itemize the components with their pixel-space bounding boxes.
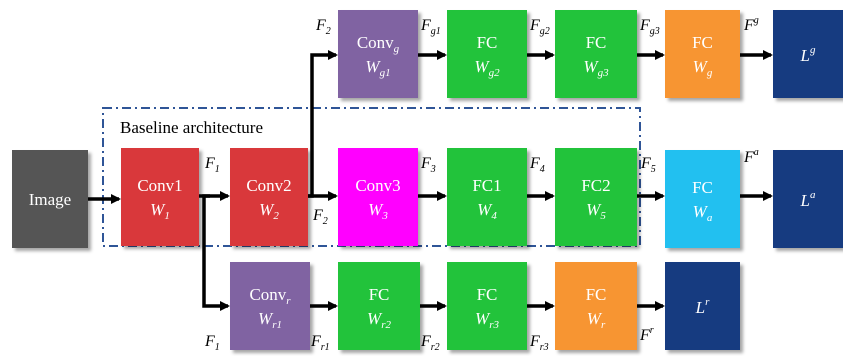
node-fc-g2: FC Wg2 <box>447 10 527 98</box>
node-fc-g3-title: FC <box>586 33 607 52</box>
node-conv3-box <box>338 148 418 246</box>
node-conv-r-weight: Wr1 <box>258 309 282 331</box>
node-fc-r2-weight: Wr2 <box>367 309 391 331</box>
node-fc-a-title: FC <box>692 178 713 197</box>
node-loss-r: Lr <box>665 262 740 350</box>
edge-label-fr: Fr <box>639 325 654 344</box>
node-fc-a-weight: Wa <box>693 202 713 224</box>
node-conv1: Conv1 W1 <box>121 148 199 246</box>
node-fc2-box <box>555 148 637 246</box>
node-fc-g-box <box>665 10 740 98</box>
edge-label-fg: Fg <box>743 15 759 34</box>
node-conv-g-box <box>338 10 418 98</box>
node-fc-r-weight: Wr <box>587 309 606 331</box>
node-fc-g2-title: FC <box>477 33 498 52</box>
node-conv1-title: Conv1 <box>137 176 182 195</box>
node-fc-r3-weight: Wr3 <box>475 309 499 331</box>
node-conv1-box <box>121 148 199 246</box>
node-conv2: Conv2 W2 <box>230 148 308 246</box>
node-fc-g: FC Wg <box>665 10 740 98</box>
node-fc-r3-box <box>447 262 527 350</box>
edge-label-f2-top: F2 <box>315 17 331 37</box>
node-conv3: Conv3 W3 <box>338 148 418 246</box>
edge-label-f1-bot: F1 <box>204 333 220 353</box>
edge-label-f1-mid: F1 <box>204 155 220 175</box>
edge-conv2-convg <box>308 50 338 198</box>
node-conv-g-title: Convg <box>357 33 400 55</box>
node-fc-r3-title: FC <box>477 285 498 304</box>
node-fc1-weight: W4 <box>477 200 497 222</box>
node-fc-a: FC Wa <box>665 150 740 248</box>
edge-label-fg3: Fg3 <box>639 17 660 37</box>
node-conv3-weight: W3 <box>368 200 388 222</box>
node-conv2-box <box>230 148 308 246</box>
node-fc1-box <box>447 148 527 246</box>
node-loss-a-box <box>773 150 843 248</box>
node-conv1-weight: W1 <box>150 200 170 222</box>
node-fc-r-box <box>555 262 637 350</box>
node-fc-r2-title: FC <box>369 285 390 304</box>
edge-label-fg1: Fg1 <box>420 17 441 37</box>
node-fc-g2-box <box>447 10 527 98</box>
node-fc-r2: FC Wr2 <box>338 262 420 350</box>
edge-label-f2-mid: F2 <box>312 207 328 227</box>
node-loss-g-box <box>773 10 843 98</box>
node-image-title: Image <box>29 190 71 209</box>
node-fc1-title: FC1 <box>472 176 501 195</box>
node-fc-g-title: FC <box>692 33 713 52</box>
edge-label-fa: Fa <box>743 147 759 166</box>
node-fc-r: FC Wr <box>555 262 637 350</box>
node-fc-r-title: FC <box>586 285 607 304</box>
node-conv2-title: Conv2 <box>246 176 291 195</box>
node-loss-a: La <box>773 150 843 248</box>
node-fc-a-box <box>665 150 740 248</box>
edge-conv1-convr <box>202 194 230 311</box>
node-fc-g3: FC Wg3 <box>555 10 637 98</box>
node-fc-r2-box <box>338 262 420 350</box>
node-loss-r-title: Lr <box>695 296 710 317</box>
node-loss-g-title: Lg <box>800 44 816 65</box>
node-loss-r-box <box>665 262 740 350</box>
node-conv-r-box <box>230 262 310 350</box>
node-conv3-title: Conv3 <box>355 176 400 195</box>
node-loss-a-title: La <box>800 189 816 210</box>
edge-label-fr2: Fr2 <box>420 333 440 353</box>
edge-label-fr3: Fr3 <box>529 333 549 353</box>
edge-label-f3: F3 <box>420 155 436 175</box>
baseline-region <box>102 107 641 247</box>
node-conv-r-title: Convr <box>249 285 291 307</box>
node-image-box <box>12 150 88 248</box>
node-conv2-weight: W2 <box>259 200 279 222</box>
baseline-region-label: Baseline architecture <box>120 118 263 137</box>
node-fc2-weight: W5 <box>586 200 606 222</box>
node-image: Image <box>12 150 88 248</box>
node-conv-g-weight: Wg1 <box>365 57 390 79</box>
edge-label-f5: F5 <box>640 155 656 175</box>
edge-label-f4: F4 <box>529 155 545 175</box>
node-loss-g: Lg <box>773 10 843 98</box>
node-fc-g-weight: Wg <box>693 57 713 79</box>
node-fc-g3-weight: Wg3 <box>583 57 609 79</box>
edge-label-fr1: Fr1 <box>310 333 330 353</box>
node-fc-g2-weight: Wg2 <box>474 57 500 79</box>
node-fc-g3-box <box>555 10 637 98</box>
edge-label-fg2: Fg2 <box>529 17 550 37</box>
node-fc2-title: FC2 <box>581 176 610 195</box>
node-fc-r3: FC Wr3 <box>447 262 527 350</box>
